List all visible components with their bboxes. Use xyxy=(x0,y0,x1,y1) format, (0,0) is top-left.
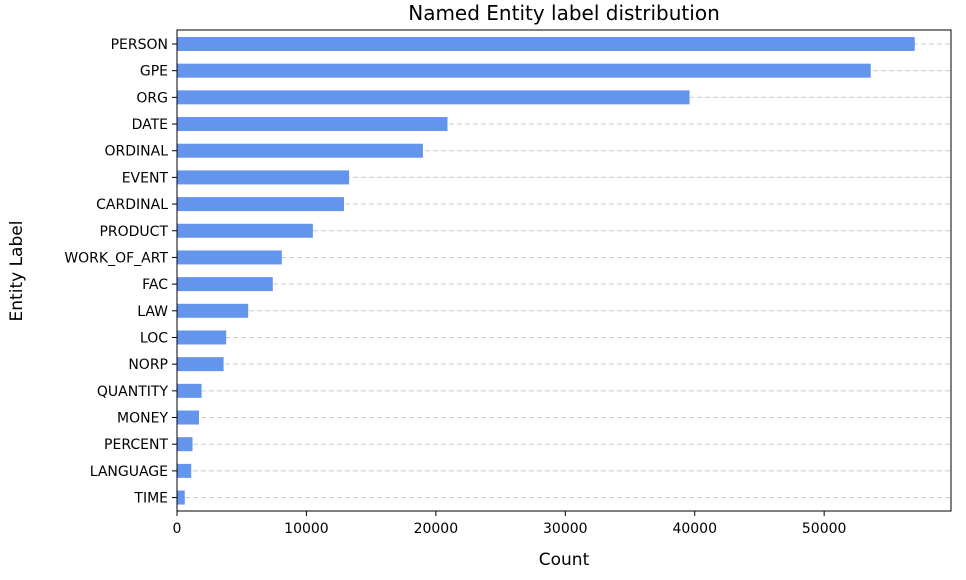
y-axis-ticks: PERSON GPE ORG DATE ORDINAL EVENT CARDINAL PROD… xyxy=(64,37,177,507)
y-tick-label: PERSON xyxy=(111,37,168,53)
bar-product xyxy=(177,223,313,238)
y-tick-label: CARDINAL xyxy=(96,197,168,213)
bar-money xyxy=(177,410,200,425)
y-tick-label: WORK_OF_ART xyxy=(64,250,168,266)
x-tick-label: 20000 xyxy=(414,521,459,537)
bar-fac xyxy=(177,277,273,292)
bar-law xyxy=(177,303,249,318)
bar-loc xyxy=(177,330,227,345)
bar-language xyxy=(177,463,192,478)
y-tick-label: LAW xyxy=(137,304,168,320)
chart-title: Named Entity label distribution xyxy=(408,1,720,25)
x-tick-label: 30000 xyxy=(543,521,588,537)
bar-date xyxy=(177,117,448,132)
y-tick-label: LOC xyxy=(140,330,168,346)
y-tick-label: LANGUAGE xyxy=(90,464,168,480)
y-tick-label: GPE xyxy=(140,64,168,80)
bar-ordinal xyxy=(177,143,423,158)
bar-cardinal xyxy=(177,197,344,212)
bar-org xyxy=(177,90,690,105)
bar-event xyxy=(177,170,350,185)
x-tick-label: 0 xyxy=(173,521,182,537)
y-tick-label: FAC xyxy=(142,277,168,293)
y-tick-label: MONEY xyxy=(117,411,168,427)
bars xyxy=(177,37,915,505)
x-tick-label: 50000 xyxy=(802,521,847,537)
y-tick-label: ORG xyxy=(136,90,168,106)
x-axis-label: Count xyxy=(539,550,590,570)
y-tick-label: ORDINAL xyxy=(104,144,168,160)
x-tick-label: 10000 xyxy=(284,521,329,537)
y-tick-label: NORP xyxy=(128,357,168,373)
y-tick-label: DATE xyxy=(132,117,168,133)
bar-work-of-art xyxy=(177,250,282,265)
bar-time xyxy=(177,490,185,505)
y-axis-label: Entity Label xyxy=(7,221,27,322)
bar-norp xyxy=(177,357,224,372)
bar-percent xyxy=(177,437,193,452)
y-tick-label: EVENT xyxy=(122,170,169,186)
grid-lines xyxy=(177,43,951,499)
y-tick-label: TIME xyxy=(133,491,168,507)
y-tick-label: QUANTITY xyxy=(97,384,169,400)
bar-person xyxy=(177,37,915,51)
bar-gpe xyxy=(177,63,871,78)
y-tick-label: PERCENT xyxy=(104,437,168,453)
x-tick-label: 40000 xyxy=(672,521,717,537)
bar-quantity xyxy=(177,383,202,398)
x-axis-ticks: 0 10000 20000 30000 40000 50000 xyxy=(173,511,847,537)
y-tick-label: PRODUCT xyxy=(99,224,168,240)
plot-frame xyxy=(176,29,952,512)
